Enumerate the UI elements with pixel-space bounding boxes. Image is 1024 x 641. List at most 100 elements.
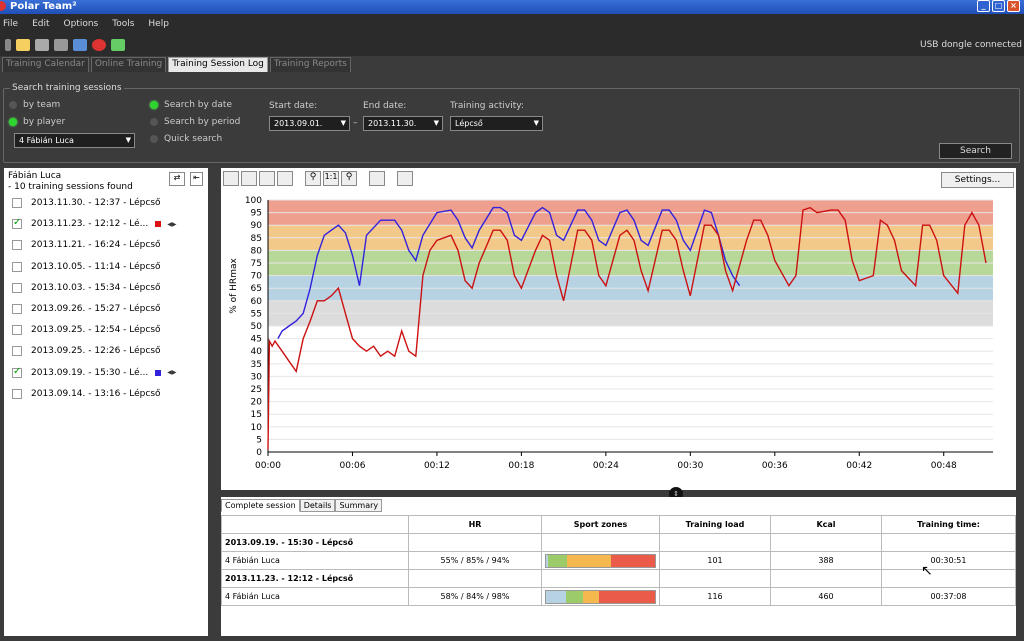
- chart-toolbar: ⚲ 1:1 ⚲: [223, 171, 413, 186]
- session-item[interactable]: 2013.11.21. - 16:24 - Lépcső: [12, 237, 161, 253]
- collapse-icon[interactable]: ⇤: [190, 172, 203, 186]
- y-tick-label: 0: [256, 448, 262, 458]
- heart-icon[interactable]: [92, 39, 106, 51]
- search-panel: Search training sessions by team by play…: [3, 83, 1020, 163]
- menu-file[interactable]: File: [3, 19, 19, 29]
- menu-help[interactable]: Help: [148, 19, 169, 29]
- zone-bar-segment: [546, 554, 549, 567]
- player-select[interactable]: 4 Fábián Luca: [14, 133, 135, 148]
- save-icon[interactable]: [5, 39, 11, 51]
- activity-select[interactable]: Lépcső: [450, 116, 543, 131]
- export-icon[interactable]: [397, 171, 413, 186]
- close-button[interactable]: ×: [1007, 0, 1020, 12]
- session-item[interactable]: 2013.11.30. - 12:37 - Lépcső: [12, 195, 161, 211]
- x-tick-label: 00:00: [255, 461, 281, 471]
- y-tick-label: 65: [251, 284, 262, 294]
- col-session: [221, 515, 409, 534]
- settings-button[interactable]: Settings...: [941, 172, 1014, 188]
- tab-online-training[interactable]: Online Training: [90, 57, 167, 72]
- zoom-in-icon[interactable]: ⚲: [305, 171, 321, 186]
- session-item[interactable]: 2013.09.26. - 15:27 - Lépcső: [12, 301, 161, 317]
- calendar-icon[interactable]: [73, 39, 87, 51]
- table-row[interactable]: 4 Fábián Luca 58% / 84% / 98% 116 460 00:37:…: [221, 587, 1016, 606]
- shift-arrows-icon[interactable]: ◀▶: [167, 369, 177, 377]
- toolbar: [0, 34, 1024, 56]
- mail-icon[interactable]: [16, 39, 30, 51]
- session-item[interactable]: 2013.09.14. - 13:16 - Lépcső: [12, 386, 161, 402]
- pen-icon[interactable]: [35, 39, 49, 51]
- training-time-cell: 00:37:08: [881, 587, 1016, 606]
- chart-zone-icon[interactable]: [241, 171, 257, 186]
- menu-options[interactable]: Options: [63, 19, 99, 29]
- y-tick-label: 85: [251, 234, 262, 244]
- session-checkbox[interactable]: [12, 388, 22, 399]
- session-checkbox[interactable]: [12, 304, 22, 314]
- y-tick-label: 50: [251, 322, 263, 332]
- compare-icon[interactable]: ⇄: [169, 172, 185, 186]
- radio-search-by-period[interactable]: Search by period: [150, 117, 240, 127]
- chart-wave-icon[interactable]: [277, 171, 293, 186]
- session-title: 2013.11.23. - 12:12 - Lépcső: [221, 569, 409, 588]
- training-load-cell: 116: [659, 587, 771, 606]
- col-training-load: Training load: [659, 515, 771, 534]
- radio-quick-search[interactable]: Quick search: [150, 134, 222, 144]
- session-checkbox[interactable]: [12, 198, 22, 208]
- radio-search-by-date[interactable]: Search by date: [150, 100, 232, 110]
- session-checkbox[interactable]: [12, 282, 22, 293]
- dongle-status: USB dongle connected: [920, 40, 1022, 50]
- chart-range-icon[interactable]: [259, 171, 275, 186]
- zoom-out-icon[interactable]: ⚲: [341, 171, 357, 186]
- session-checkbox[interactable]: [12, 261, 22, 272]
- x-tick-label: 00:36: [762, 461, 788, 471]
- menu-tools[interactable]: Tools: [112, 19, 135, 29]
- session-checkbox[interactable]: [12, 240, 22, 251]
- session-item[interactable]: 2013.09.19. - 15:30 - Lé... ◀▶: [12, 365, 176, 381]
- zone-bar-segment: [599, 590, 655, 603]
- session-item[interactable]: 2013.10.05. - 11:14 - Lépcső: [12, 259, 161, 275]
- session-item[interactable]: 2013.10.03. - 15:34 - Lépcső: [12, 280, 161, 296]
- radio-by-team[interactable]: by team: [9, 100, 60, 110]
- transfer-icon[interactable]: [111, 39, 125, 51]
- tab-summary[interactable]: Summary: [335, 499, 383, 512]
- maximize-button[interactable]: □: [992, 0, 1005, 12]
- zone-bar-segment: [611, 554, 655, 567]
- radio-by-player[interactable]: by player: [9, 117, 65, 127]
- tab-complete-session[interactable]: Complete session: [221, 499, 300, 512]
- session-item[interactable]: 2013.09.25. - 12:26 - Lépcső: [12, 343, 161, 359]
- start-date-select[interactable]: 2013.09.01.: [269, 116, 350, 131]
- player-cell: 4 Fábián Luca: [221, 551, 409, 570]
- shift-arrows-icon[interactable]: ◀▶: [167, 220, 177, 228]
- chart-filter-icon[interactable]: [369, 171, 385, 186]
- end-date-select[interactable]: 2013.11.30.: [363, 116, 443, 131]
- minimize-button[interactable]: _: [977, 0, 990, 12]
- tab-training-calendar[interactable]: Training Calendar: [2, 57, 89, 72]
- session-checkbox[interactable]: [12, 217, 22, 230]
- table-row[interactable]: 4 Fábián Luca 55% / 85% / 94% 101 388 00:30:…: [221, 551, 1016, 570]
- session-checkbox[interactable]: [12, 366, 22, 378]
- session-label: 2013.10.05. - 11:14 - Lépcső: [31, 261, 161, 272]
- tab-training-session-log[interactable]: Training Session Log: [168, 57, 268, 72]
- y-tick-label: 35: [251, 360, 262, 370]
- tab-details[interactable]: Details: [299, 499, 336, 512]
- search-button[interactable]: Search: [939, 143, 1012, 159]
- session-checkbox[interactable]: [12, 325, 22, 336]
- tab-training-reports[interactable]: Training Reports: [269, 57, 351, 72]
- x-tick-label: 00:42: [846, 461, 872, 471]
- y-tick-label: 40: [251, 347, 263, 357]
- hr-chart-panel: ⚲ 1:1 ⚲ Settings... 0 5 10 15 20 25 30 35 40 45 50…: [221, 168, 1016, 490]
- table-header-row: HR Sport zones Training load Kcal Traini…: [221, 515, 1016, 534]
- app-title: Polar Team²: [10, 1, 77, 12]
- session-item[interactable]: 2013.09.25. - 12:54 - Lépcső: [12, 322, 161, 338]
- mouse-cursor-icon: ↖: [921, 563, 933, 579]
- session-checkbox[interactable]: [12, 346, 22, 357]
- zoom-reset-button[interactable]: 1:1: [323, 171, 339, 186]
- session-list-panel: Fábián Luca - 10 training sessions found …: [4, 168, 208, 636]
- session-label: 2013.09.25. - 12:26 - Lépcső: [31, 346, 161, 357]
- chart-bar-icon[interactable]: [223, 171, 239, 186]
- sessions-found: - 10 training sessions found: [8, 182, 133, 192]
- session-item[interactable]: 2013.11.23. - 12:12 - Lé... ◀▶: [12, 216, 176, 232]
- session-label: 2013.09.19. - 15:30 - Lé...: [31, 367, 149, 378]
- menu-edit[interactable]: Edit: [32, 19, 50, 29]
- hr-chart[interactable]: 0 5 10 15 20 25 30 35 40 45 50 55 60 65 70 75 80 85 90 95 10…: [221, 168, 1016, 490]
- device-icon[interactable]: [54, 39, 68, 51]
